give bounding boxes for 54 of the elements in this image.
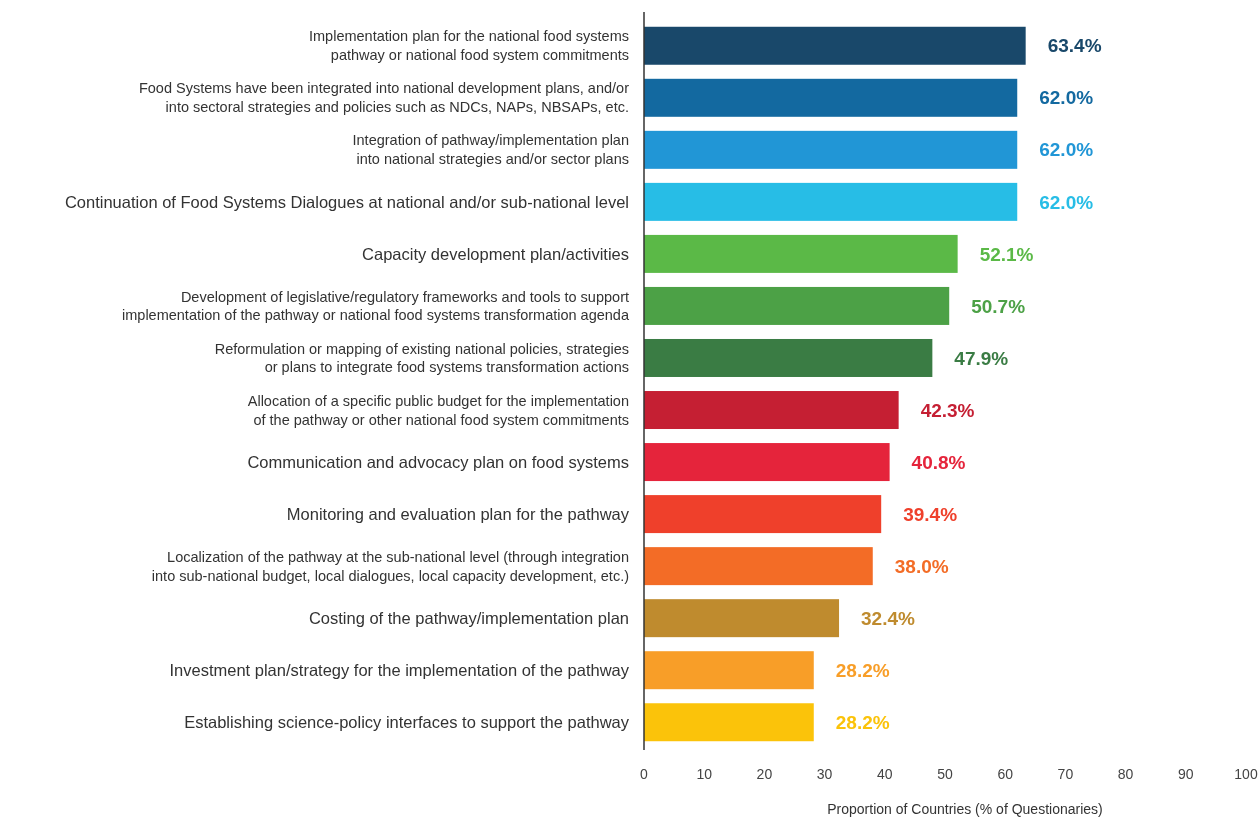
y-tick-label: Costing of the pathway/implementation plan (308, 608, 629, 627)
y-tick-label: Monitoring and evaluation plan for the pathway (286, 504, 630, 523)
bar (644, 651, 814, 690)
data-label: 28.2% (835, 659, 890, 681)
x-tick-label: 70 (1057, 766, 1074, 782)
x-tick-label: 50 (937, 766, 953, 782)
x-tick-label: 90 (1178, 766, 1194, 782)
data-label: 32.4% (861, 607, 916, 629)
bar (644, 495, 882, 534)
data-label: 63.4% (1047, 35, 1102, 57)
x-tick-label: 100 (1234, 766, 1258, 782)
data-label: 28.2% (835, 711, 890, 733)
x-tick-label: 10 (696, 766, 713, 782)
y-tick-label: Capacity development plan/activities (362, 244, 629, 263)
data-label: 39.4% (903, 503, 958, 525)
bar (644, 130, 1018, 169)
y-tick-label: Continuation of Food Systems Dialogues at national and/or sub-national level (64, 192, 629, 211)
bar (644, 703, 814, 742)
data-label: 52.1% (979, 243, 1034, 265)
data-label: 50.7% (971, 295, 1026, 317)
data-label: 47.9% (954, 347, 1009, 369)
y-tick-label: Food Systems have been integrated into national development plans, and/or into sectoral strategies and policies such as NDCs, NAPs, NBSAPs, etc. (138, 80, 630, 116)
x-axis-title: Proportion of Countries (% of Questionaries) (827, 801, 1103, 817)
bar (644, 338, 933, 377)
y-tick-label: Integration of pathway/implementation plan into national strategies and/or sector plans (352, 132, 629, 168)
x-tick-label: 30 (816, 766, 833, 782)
y-tick-label: Implementation plan for the national food systems pathway or national food system commitments (309, 28, 629, 64)
bar (644, 286, 950, 325)
data-label: 38.0% (894, 555, 949, 577)
bar (644, 26, 1026, 65)
bar (644, 78, 1018, 117)
bar (644, 547, 873, 586)
bar (644, 234, 958, 273)
y-tick-label: Investment plan/strategy for the implementation of the pathway (169, 660, 630, 679)
data-label: 40.8% (911, 451, 966, 473)
data-label: 62.0% (1039, 191, 1094, 213)
x-tick-label: 80 (1117, 766, 1134, 782)
data-label: 62.0% (1039, 139, 1094, 161)
bar (644, 599, 840, 638)
y-tick-label: Development of legislative/regulatory frameworks and tools to support implementation of the pathway or national food systems transformation agenda (122, 288, 630, 324)
y-tick-label: Communication and advocacy plan on food systems (247, 452, 629, 471)
bar (644, 443, 890, 482)
y-tick-label: Establishing science-policy interfaces to support the pathway (184, 713, 630, 732)
bar (644, 391, 899, 430)
x-tick-label: 60 (997, 766, 1014, 782)
y-tick-label: Reformulation or mapping of existing national policies, strategies or plans to integrate food systems transformation actions (214, 340, 629, 376)
x-tick-label: 20 (756, 766, 773, 782)
data-label: 42.3% (920, 399, 975, 421)
y-tick-label: Localization of the pathway at the sub-national level (through integration into sub-national budget, local dialogues, local capacity development, etc.) (151, 548, 629, 584)
x-tick-label: 40 (877, 766, 893, 782)
y-tick-label: Allocation of a specific public budget for the implementation of the pathway or other national food system commitments (247, 392, 629, 428)
x-tick-label: 0 (640, 766, 649, 782)
bar (644, 182, 1018, 221)
data-label: 62.0% (1039, 87, 1094, 109)
